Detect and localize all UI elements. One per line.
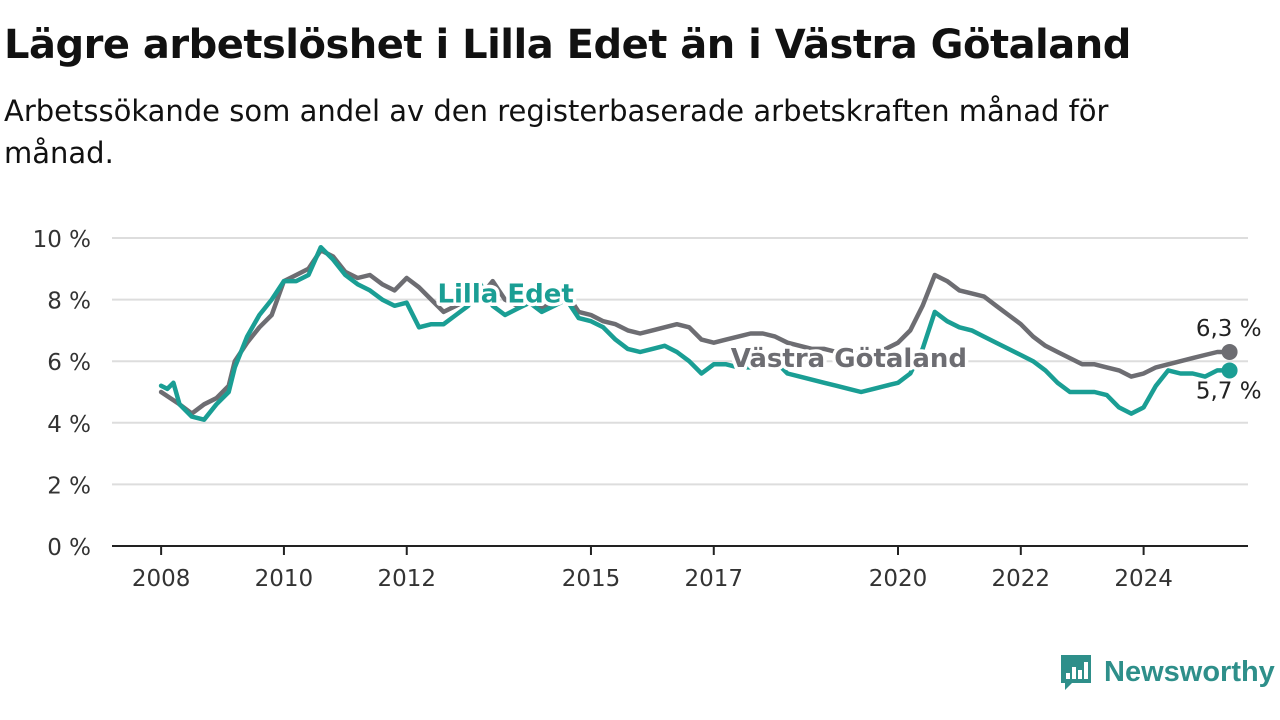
y-tick-label: 10 %	[33, 227, 91, 253]
series-layer	[158, 244, 1238, 422]
series-name-label: Lilla Edet	[437, 279, 573, 309]
series-end-label: 6,3 %	[1196, 316, 1262, 342]
y-tick-label: 2 %	[47, 473, 91, 499]
y-tick-label: 8 %	[47, 289, 91, 315]
label-layer: 6,3 % Västra Götaland 5,7 % Lilla Edet	[434, 276, 1262, 405]
page-subtitle: Arbetssökande som andel av den registerb…	[4, 94, 1109, 170]
y-tick-label: 0 %	[47, 535, 91, 561]
x-tick-label: 2015	[562, 566, 621, 592]
newsworthy-chart-bubble-icon	[1061, 655, 1091, 690]
x-tick-label: 2010	[255, 566, 314, 592]
series-end-marker	[1221, 343, 1238, 360]
page-title: Lägre arbetslöshet i Lilla Edet än i Väs…	[4, 22, 1131, 68]
x-tick-label: 2017	[684, 566, 743, 592]
x-tick-label: 2022	[992, 566, 1051, 592]
x-tick-label: 2024	[1114, 566, 1173, 592]
series-end-marker	[1221, 362, 1238, 379]
series-end-label: 5,7 %	[1196, 378, 1262, 404]
grid-layer	[112, 237, 1248, 486]
brand-name: Newsworthy	[1104, 655, 1275, 688]
axis-layer: 0 % 2 % 4 % 6 % 8 % 10 % 2008 2010 2012 2015 2017 2…	[33, 227, 1248, 592]
x-tick-label: 2020	[869, 566, 928, 592]
newsworthy-logo: Newsworthy	[1058, 652, 1275, 692]
y-tick-label: 6 %	[47, 350, 91, 376]
series-name-label: Västra Götaland	[731, 344, 967, 374]
x-tick-label: 2012	[377, 566, 436, 592]
y-tick-label: 4 %	[47, 412, 91, 438]
series-line-lilla-edet	[158, 244, 1232, 422]
x-tick-label: 2008	[132, 566, 191, 592]
